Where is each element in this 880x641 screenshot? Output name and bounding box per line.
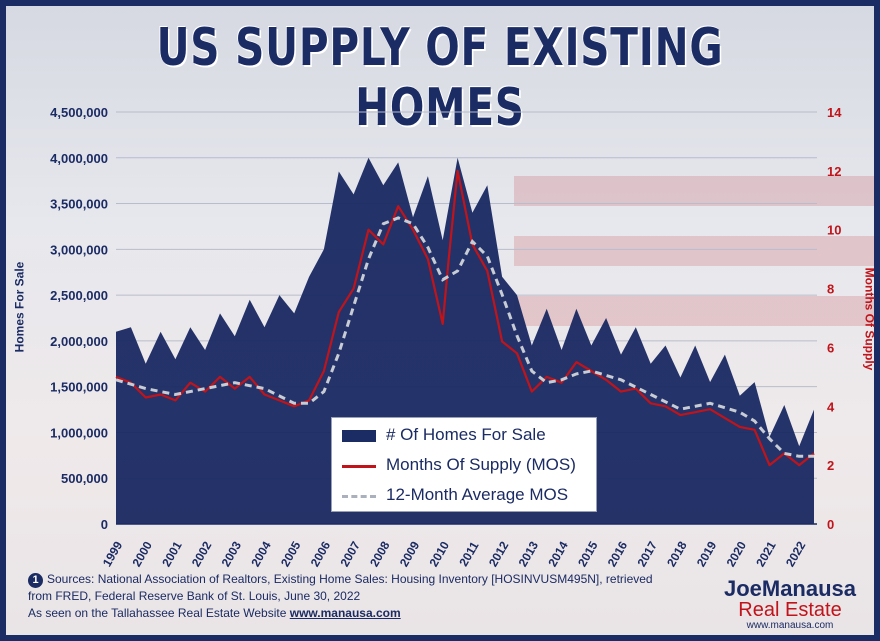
y2-tick-label: 4 [827, 399, 835, 414]
y-tick-label: 4,500,000 [50, 105, 108, 120]
footnote-marker: 1 [28, 573, 43, 588]
y2-tick-label: 10 [827, 223, 841, 238]
series-homes-for-sale-area [116, 157, 814, 525]
x-tick-label: 2014 [545, 539, 571, 569]
y-tick-label: 1,000,000 [50, 425, 108, 440]
x-tick-label: 2015 [575, 539, 601, 569]
x-tick-label: 2022 [783, 539, 809, 569]
y-tick-label: 500,000 [61, 471, 108, 486]
sources-line-3: As seen on the Tallahassee Real Estate W… [28, 606, 287, 620]
legend-swatch-homes [342, 430, 376, 442]
x-tick-label: 2021 [753, 539, 779, 569]
left-axis-title: Homes For Sale [12, 261, 27, 353]
y2-tick-label: 8 [827, 282, 834, 297]
logo-name-b: Manausa [761, 576, 857, 601]
x-tick-label: 2004 [248, 539, 274, 569]
y-tick-label: 3,500,000 [50, 197, 108, 212]
x-tick-label: 2000 [130, 539, 156, 569]
x-tick-label: 2009 [397, 539, 423, 569]
legend-swatch-mos [342, 465, 376, 468]
x-tick-label: 1999 [100, 539, 126, 569]
y2-tick-label: 2 [827, 458, 834, 473]
y-tick-label: 3,000,000 [50, 242, 108, 257]
flag-stripe-decoration [514, 236, 874, 266]
y2-tick-label: 6 [827, 340, 834, 355]
x-tick-label: 2013 [516, 539, 542, 569]
legend-label-mos: Months Of Supply (MOS) [386, 455, 576, 474]
x-tick-label: 2007 [337, 539, 363, 569]
legend-swatch-avg [342, 495, 376, 498]
x-tick-label: 2008 [367, 539, 393, 569]
series-12-month-average-line [115, 216, 814, 458]
y2-tick-label: 12 [827, 164, 841, 179]
x-tick-label: 2001 [159, 539, 185, 569]
x-tick-label: 2018 [664, 539, 690, 569]
right-axis-title: Months Of Supply [862, 267, 877, 371]
sources-note: 1 Sources: National Association of Realto… [28, 571, 728, 622]
x-tick-label: 2016 [605, 539, 631, 569]
sources-line-2: from FRED, Federal Reserve Bank of St. L… [28, 589, 361, 603]
y-tick-label: 2,000,000 [50, 334, 108, 349]
x-tick-label: 2020 [724, 539, 750, 569]
x-tick-label: 2019 [694, 539, 720, 569]
flag-stripe-decoration [514, 176, 874, 206]
y-tick-label: 0 [101, 517, 108, 532]
manausa-link[interactable]: www.manausa.com [289, 606, 401, 620]
company-logo: JoeManausa Real Estate www.manausa.com [720, 576, 860, 632]
chart-title: US SUPPLY OF EXISTING HOMES [156, 18, 724, 138]
sources-line-1: Sources: National Association of Realtor… [47, 572, 653, 586]
x-tick-label: 2003 [219, 539, 245, 569]
x-tick-label: 2005 [278, 539, 304, 569]
y-tick-label: 2,500,000 [50, 288, 108, 303]
x-tick-label: 2017 [634, 539, 660, 569]
chart-legend: # Of Homes For Sale Months Of Supply (MO… [331, 417, 597, 512]
series-mos-line [115, 169, 815, 467]
logo-subtitle: Real Estate [738, 599, 842, 621]
legend-label-homes: # Of Homes For Sale [386, 425, 546, 444]
y2-tick-label: 14 [827, 105, 842, 120]
x-tick-label: 2012 [486, 539, 512, 569]
legend-label-avg: 12-Month Average MOS [386, 485, 569, 504]
x-tick-label: 2002 [189, 539, 215, 569]
logo-name-a: Joe [723, 576, 762, 601]
y2-tick-label: 0 [827, 517, 834, 532]
y-tick-label: 1,500,000 [50, 380, 108, 395]
y-tick-label: 4,000,000 [50, 151, 108, 166]
x-tick-label: 2011 [456, 539, 481, 569]
x-tick-label: 2006 [308, 539, 334, 569]
logo-url: www.manausa.com [746, 620, 834, 631]
x-tick-label: 2010 [427, 539, 453, 569]
